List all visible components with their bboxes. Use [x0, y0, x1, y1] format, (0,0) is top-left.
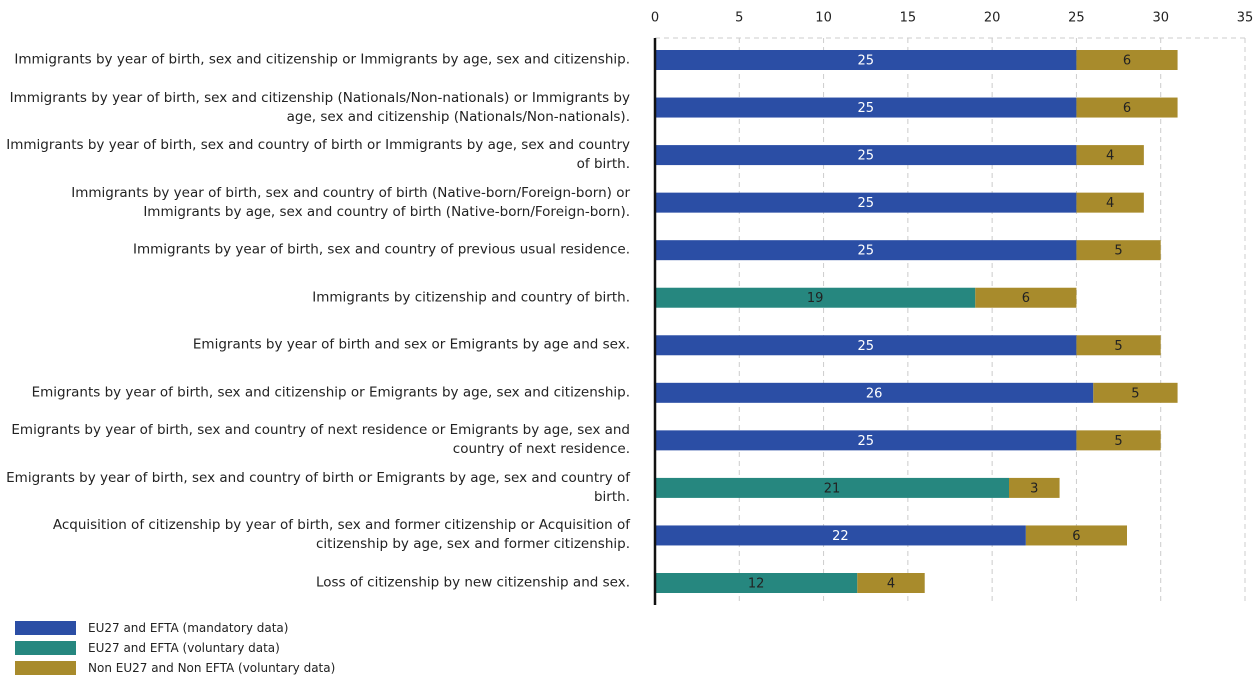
- category-label: Loss of citizenship by new citizenship a…: [315, 574, 630, 591]
- data-label: 25: [857, 54, 874, 69]
- category-label: Immigrants by year of birth, sex and cou…: [132, 241, 630, 258]
- legend-label: EU27 and EFTA (mandatory data): [88, 621, 289, 635]
- data-label: 25: [857, 339, 874, 354]
- data-label: 4: [887, 577, 895, 592]
- data-label: 25: [857, 149, 874, 164]
- bar-segment: [655, 525, 1026, 546]
- data-label: 5: [1131, 386, 1139, 401]
- x-tick-label: 15: [900, 11, 917, 26]
- category-label: Immigrants by year of birth, sex and cou…: [71, 184, 630, 220]
- bar-segment: [655, 192, 1077, 213]
- x-tick-label: 5: [735, 11, 743, 26]
- data-label: 25: [857, 196, 874, 211]
- data-label: 25: [857, 101, 874, 116]
- data-label: 26: [866, 386, 883, 401]
- data-label: 5: [1114, 339, 1122, 354]
- x-tick-label: 35: [1237, 11, 1254, 26]
- legend-swatch: [15, 661, 76, 675]
- legend-swatch: [15, 641, 76, 655]
- data-label: 25: [857, 434, 874, 449]
- bar-segment: [655, 477, 1009, 498]
- bar-segment: [1025, 525, 1127, 546]
- bar-segment: [1076, 192, 1144, 213]
- x-tick-label: 25: [1068, 11, 1085, 26]
- bar-segment: [1076, 50, 1178, 70]
- bar-segment: [857, 573, 925, 593]
- category-label: Immigrants by citizenship and country of…: [312, 289, 630, 306]
- bar-segment: [655, 240, 1077, 261]
- bar-segment: [655, 382, 1094, 403]
- legend-swatch: [15, 621, 76, 635]
- category-label: Acquisition of citizenship by year of bi…: [52, 517, 630, 553]
- bar-segment: [655, 145, 1077, 166]
- category-label: Immigrants by year of birth, sex and cit…: [9, 89, 630, 125]
- bar-segment: [1009, 477, 1060, 498]
- data-label: 21: [824, 481, 841, 496]
- bar-segment: [1076, 97, 1178, 118]
- data-label: 5: [1114, 434, 1122, 449]
- data-label: 4: [1106, 149, 1114, 164]
- bar-segment: [1076, 240, 1161, 261]
- category-label: Emigrants by year of birth, sex and coun…: [11, 422, 630, 458]
- data-label: 3: [1030, 481, 1038, 496]
- category-label: Immigrants by year of birth, sex and cou…: [6, 137, 630, 173]
- data-label: 6: [1022, 291, 1030, 306]
- x-tick-label: 30: [1152, 11, 1169, 26]
- data-label: 5: [1114, 244, 1122, 259]
- bar-segment: [655, 430, 1077, 451]
- bar-segment: [655, 50, 1077, 70]
- legend-label: Non EU27 and Non EFTA (voluntary data): [88, 661, 336, 675]
- bar-segment: [655, 573, 858, 593]
- data-label: 6: [1072, 529, 1080, 544]
- data-label: 19: [807, 291, 824, 306]
- data-label: 25: [857, 244, 874, 259]
- x-tick-label: 0: [651, 11, 659, 26]
- data-label: 12: [748, 577, 765, 592]
- data-label: 6: [1123, 101, 1131, 116]
- bar-segment: [655, 97, 1077, 118]
- category-label: Emigrants by year of birth, sex and citi…: [31, 384, 630, 401]
- legend-label: EU27 and EFTA (voluntary data): [88, 641, 280, 655]
- bar-segment: [1076, 145, 1144, 166]
- bar-segment: [655, 335, 1077, 356]
- data-label: 22: [832, 529, 849, 544]
- bar-segment: [1093, 382, 1178, 403]
- category-label: Emigrants by year of birth, sex and coun…: [6, 469, 630, 505]
- bar-segment: [975, 287, 1077, 308]
- bar-segment: [1076, 430, 1161, 451]
- category-label: Immigrants by year of birth, sex and cit…: [14, 51, 630, 68]
- x-tick-label: 20: [984, 11, 1001, 26]
- x-tick-label: 10: [815, 11, 832, 26]
- category-label: Emigrants by year of birth and sex or Em…: [192, 336, 630, 353]
- data-label: 6: [1123, 54, 1131, 69]
- data-label: 4: [1106, 196, 1114, 211]
- bar-segment: [1076, 335, 1161, 356]
- bar-segment: [655, 287, 976, 308]
